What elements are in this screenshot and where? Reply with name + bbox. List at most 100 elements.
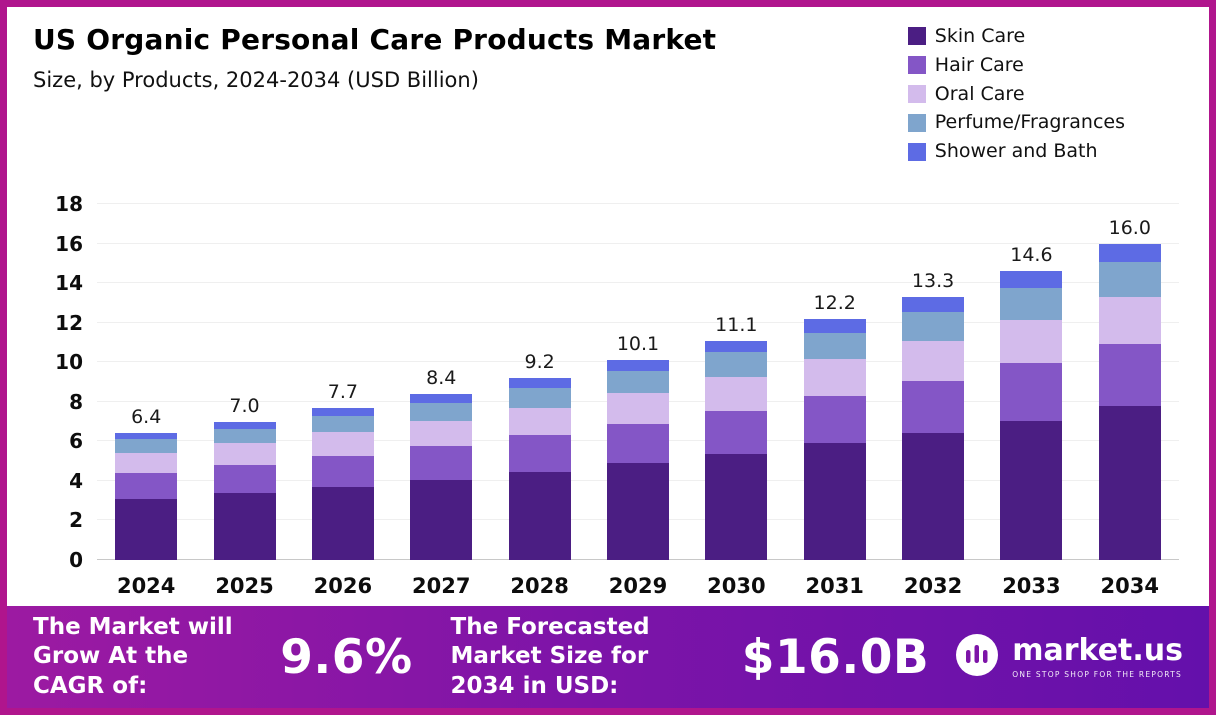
- legend-item: Shower and Bath: [907, 140, 1125, 163]
- bar-segment: [311, 407, 374, 416]
- bar-column: 7.0: [195, 204, 293, 560]
- bar-segment: [606, 360, 669, 372]
- y-axis-tick-label: 18: [55, 192, 83, 216]
- gridline: [97, 203, 1179, 204]
- x-axis-year-label: 2027: [412, 574, 471, 598]
- bar-segment: [508, 387, 571, 408]
- gridline: [97, 282, 1179, 284]
- bar-segment: [213, 428, 276, 444]
- bar-stack: [115, 433, 178, 560]
- bar-column: 7.7: [294, 204, 392, 560]
- bar-segment: [902, 433, 965, 560]
- legend-swatch: [907, 142, 926, 161]
- legend-swatch: [907, 56, 926, 75]
- legend-label: Shower and Bath: [934, 140, 1098, 163]
- bar-segment: [410, 393, 473, 403]
- bar-column: 10.1: [589, 204, 687, 560]
- x-axis-year-label: 2025: [215, 574, 274, 598]
- bar-segment: [115, 453, 178, 473]
- x-axis-year-label: 2028: [510, 574, 569, 598]
- bar-segment: [1098, 405, 1161, 560]
- chart-legend: Skin Care Hair Care Oral Care Perfume/Fragr…: [907, 23, 1183, 163]
- header: US Organic Personal Care Products Market…: [7, 7, 1209, 163]
- bar-total-label: 12.2: [813, 291, 856, 314]
- bar-segment: [1000, 288, 1063, 320]
- bar-segment: [311, 456, 374, 487]
- bar-column: 14.6: [982, 204, 1080, 560]
- bar-segment: [508, 435, 571, 472]
- bar-segment: [213, 421, 276, 429]
- marketus-logo: market.us ONE STOP SHOP FOR THE REPORTS: [953, 631, 1183, 683]
- bar-segment: [115, 498, 178, 560]
- legend-item: Skin Care: [907, 25, 1125, 48]
- bar-stack: [1098, 243, 1161, 560]
- bar-stack: [410, 393, 473, 560]
- legend-item: Perfume/Fragrances: [907, 111, 1125, 134]
- bar-segment: [705, 352, 768, 378]
- bar-segment: [115, 439, 178, 454]
- bar-segment: [705, 340, 768, 353]
- bar-stack: [803, 318, 866, 560]
- bar-segment: [803, 332, 866, 360]
- x-axis-year-label: 2029: [608, 574, 668, 598]
- bar-segment: [606, 371, 669, 393]
- y-axis-tick-label: 0: [69, 548, 83, 572]
- x-axis-year-label: 2024: [116, 574, 176, 598]
- bar-segment: [902, 381, 965, 434]
- bar-total-label: 8.4: [426, 366, 457, 389]
- bar-stack: [606, 360, 669, 560]
- y-axis-tick-label: 16: [55, 231, 83, 256]
- bar-segment: [803, 443, 866, 560]
- bar-segment: [410, 420, 473, 447]
- bar-stack: [902, 297, 965, 560]
- bar-total-label: 7.0: [229, 394, 260, 417]
- bar-segment: [902, 297, 965, 312]
- bar-segment: [410, 446, 473, 480]
- y-axis-tick-label: 6: [69, 429, 83, 454]
- brand-tagline: ONE STOP SHOP FOR THE REPORTS: [1012, 669, 1183, 679]
- y-axis-tick-label: 10: [55, 350, 83, 375]
- marketus-logo-text: market.us ONE STOP SHOP FOR THE REPORTS: [1012, 632, 1183, 679]
- bar-segment: [1098, 243, 1161, 263]
- bar-segment: [410, 402, 473, 421]
- bar-segment: [705, 377, 768, 411]
- bar-segment: [1000, 271, 1063, 289]
- forecast-label: The Forecasted Market Size for 2034 in U…: [450, 613, 650, 699]
- legend-item: Hair Care: [907, 54, 1125, 77]
- bar-segment: [803, 359, 866, 396]
- bar-segment: [213, 443, 276, 466]
- bar-segment: [1098, 262, 1161, 297]
- bar-segment: [311, 486, 374, 560]
- bar-stack: [705, 340, 768, 560]
- bar-segment: [1000, 319, 1063, 364]
- legend-label: Skin Care: [934, 25, 1026, 47]
- forecast-value: $16.0B: [741, 629, 930, 685]
- bars-area: 6.4 7.0 7.7 8.4 9.2 10.1 11.1 12.2 13.3 14.6 16.0: [97, 204, 1179, 560]
- bar-segment: [508, 378, 571, 388]
- x-axis-year-label: 2034: [1100, 574, 1159, 598]
- legend-label: Perfume/Fragrances: [934, 111, 1125, 134]
- y-axis-tick-label: 12: [55, 310, 83, 335]
- marketus-logo-icon: [953, 631, 1001, 683]
- y-axis-tick-label: 14: [55, 271, 83, 296]
- bar-segment: [1000, 363, 1063, 421]
- bar-segment: [508, 407, 571, 436]
- brand-name: market.us: [1012, 632, 1183, 668]
- gridline: [97, 242, 1179, 244]
- y-axis-tick-label: 4: [69, 468, 83, 493]
- legend-swatch: [907, 27, 926, 46]
- bar-column: 11.1: [687, 204, 785, 560]
- gridline: [97, 321, 1179, 323]
- footer-banner: The Market will Grow At the CAGR of: 9.6…: [7, 606, 1209, 708]
- bar-total-label: 11.1: [715, 313, 758, 336]
- x-axis: 2024 2025 2026 2027 2028 2029 2030 2031 2032 2033…: [97, 566, 1179, 606]
- bar-segment: [902, 311, 965, 342]
- bar-segment: [115, 473, 178, 499]
- page-subtitle: Size, by Products, 2024-2034 (USD Billio…: [33, 68, 479, 92]
- bar-segment: [803, 318, 866, 333]
- bar-total-label: 7.7: [327, 380, 358, 403]
- bar-column: 6.4: [97, 204, 195, 560]
- legend-swatch: [907, 113, 926, 132]
- bar-segment: [803, 395, 866, 444]
